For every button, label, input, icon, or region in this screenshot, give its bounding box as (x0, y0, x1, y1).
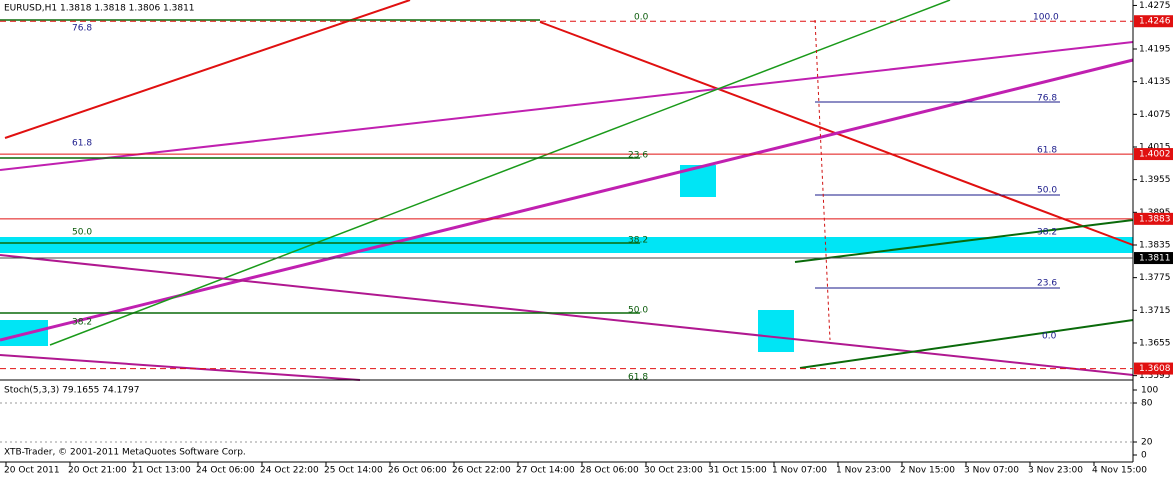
trendline (0, 354, 361, 381)
x-tick-label: 20 Oct 21:00 (68, 466, 127, 476)
y-tick-label: 1.3655 (1139, 338, 1171, 348)
zones (0, 165, 1133, 352)
price-marker-label: 1.3608 (1139, 364, 1171, 374)
x-tick-label: 27 Oct 14:00 (516, 466, 575, 476)
x-tick-label: 4 Nov 15:00 (1092, 466, 1147, 476)
y-tick-label: 1.3835 (1139, 240, 1171, 250)
x-tick-label: 24 Oct 06:00 (196, 466, 255, 476)
zone (758, 310, 794, 352)
price-marker-label: 1.3811 (1139, 254, 1171, 264)
price-marker (1134, 212, 1173, 225)
x-tick-label: 1 Nov 07:00 (772, 466, 827, 476)
trendline (49, 0, 951, 346)
price-marker (1134, 15, 1173, 28)
fib-label: 38.2 (1037, 228, 1057, 238)
x-tick-label: 21 Oct 13:00 (132, 466, 191, 476)
fib-label: 76.8 (1037, 94, 1057, 104)
x-tick-label: 24 Oct 22:00 (260, 466, 319, 476)
y-tick-label: 0 (1141, 451, 1147, 461)
fib-label: 0.0 (634, 13, 649, 23)
y-tick-label: 1.4015 (1139, 142, 1171, 152)
zone (0, 237, 1133, 253)
price-marker (1134, 362, 1173, 375)
price-marker-label: 1.4002 (1139, 150, 1171, 160)
trendline (799, 319, 1134, 369)
fib-label: 23.6 (628, 151, 648, 161)
x-tick-label: 25 Oct 14:00 (324, 466, 383, 476)
trendlines (0, 0, 1134, 381)
x-tick-label: 20 Oct 2011 (4, 466, 60, 476)
trendline (794, 219, 1134, 263)
price-marker (1134, 252, 1173, 265)
y-tick-label: 100 (1141, 386, 1158, 396)
x-tick-label: 26 Oct 06:00 (388, 466, 447, 476)
fib-label: 0.0 (1042, 332, 1057, 342)
fib-label: 50.0 (628, 306, 648, 316)
fib-label: 50.0 (1037, 186, 1057, 196)
x-tick-label: 3 Nov 23:00 (1028, 466, 1083, 476)
fib-label: 100.0 (1033, 13, 1059, 23)
fib-label: 61.8 (72, 139, 92, 149)
trendline (0, 254, 1134, 376)
footer: XTB-Trader, © 2001-2011 MetaQuotes Softw… (4, 448, 246, 458)
fib-label: 23.6 (1037, 279, 1057, 289)
trendline (4, 0, 411, 139)
oscillator-title: Stoch(5,3,3) 79.1655 74.1797 (4, 386, 139, 396)
y-tick-label: 1.4075 (1139, 110, 1171, 120)
y-tick-label: 1.4275 (1139, 1, 1171, 11)
x-tick-label: 1 Nov 23:00 (836, 466, 891, 476)
x-tick-label: 2 Nov 15:00 (900, 466, 955, 476)
y-tick-label: 1.3895 (1139, 208, 1171, 218)
y-tick-label: 20 (1141, 438, 1153, 448)
trendline (0, 58, 1134, 342)
y-tick-label: 1.3775 (1139, 273, 1171, 283)
fib-label: 61.8 (1037, 146, 1057, 156)
chart-title: EURUSD,H1 1.3818 1.3818 1.3806 1.3811 (4, 4, 195, 14)
trendline (0, 41, 1134, 171)
price-marker (1134, 148, 1173, 161)
price-marker-label: 1.4246 (1139, 17, 1171, 27)
fib-label: 61.8 (628, 373, 648, 383)
fib-label: 76.8 (72, 24, 92, 34)
x-tick-label: 26 Oct 22:00 (452, 466, 511, 476)
x-tick-label: 30 Oct 23:00 (644, 466, 703, 476)
fib-line (814, 19, 831, 341)
y-tick-label: 80 (1141, 399, 1153, 409)
fib-label: 38.2 (628, 236, 648, 246)
y-tick-label: 1.3955 (1139, 175, 1171, 185)
price-marker-label: 1.3883 (1139, 214, 1171, 224)
y-tick-label: 1.3595 (1139, 371, 1171, 381)
x-tick-label: 28 Oct 06:00 (580, 466, 639, 476)
fib-label: 38.2 (72, 318, 92, 328)
x-tick-label: 31 Oct 15:00 (708, 466, 767, 476)
y-tick-label: 1.4135 (1139, 77, 1171, 87)
y-tick-label: 1.4195 (1139, 44, 1171, 54)
y-tick-label: 1.3715 (1139, 306, 1171, 316)
x-tick-label: 3 Nov 07:00 (964, 466, 1019, 476)
fib-label: 50.0 (72, 228, 92, 238)
